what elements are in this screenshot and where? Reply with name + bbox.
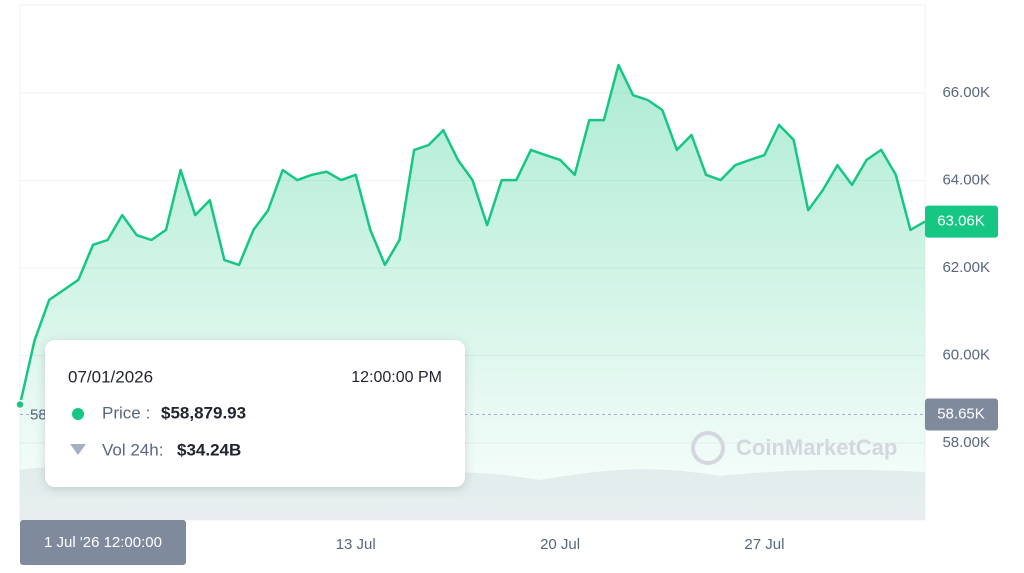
y-tick-label: 64.00K	[942, 171, 990, 188]
plot-layer: 58.00K 60.00K 62.00K 64.00K 66.00K 58.65K 63.0…	[15, 63, 998, 565]
x-tick-label: 13 Jul	[336, 536, 376, 553]
y-tick-label: 58.00K	[942, 434, 990, 451]
current-label: 63.06K	[937, 213, 985, 230]
start-point	[15, 399, 25, 410]
price-line	[18, 63, 926, 405]
watermark: CoinMarketCap	[691, 431, 897, 465]
tooltip-box	[45, 340, 465, 487]
reference-tag	[925, 398, 998, 431]
tooltip	[45, 340, 465, 487]
crosshair-label: 1 Jul '26 12:00:00	[44, 534, 162, 551]
tooltip-price-label: Price :	[102, 403, 150, 422]
price-dot	[72, 408, 84, 420]
x-tick-label: 20 Jul	[540, 536, 580, 553]
crosshair-tag	[20, 520, 186, 565]
current-tag	[925, 205, 998, 238]
tooltip-volume: $34.24B	[177, 440, 241, 459]
tooltip-price: $58,879.93	[161, 403, 246, 422]
y-tick-label: 62.00K	[942, 259, 990, 276]
tooltip-time: 12:00:00 PM	[351, 369, 442, 386]
x-tick-label: 27 Jul	[744, 536, 784, 553]
y-tick-label: 66.00K	[942, 84, 990, 101]
watermark-text: CoinMarketCap	[736, 435, 897, 460]
tooltip-date: 07/01/2026	[68, 367, 153, 386]
tooltip-volume-label: Vol 24h:	[102, 440, 163, 459]
y-tick-label: 60.00K	[942, 346, 990, 363]
reference-label: 58.65K	[937, 406, 985, 423]
volume-icon	[70, 444, 86, 455]
